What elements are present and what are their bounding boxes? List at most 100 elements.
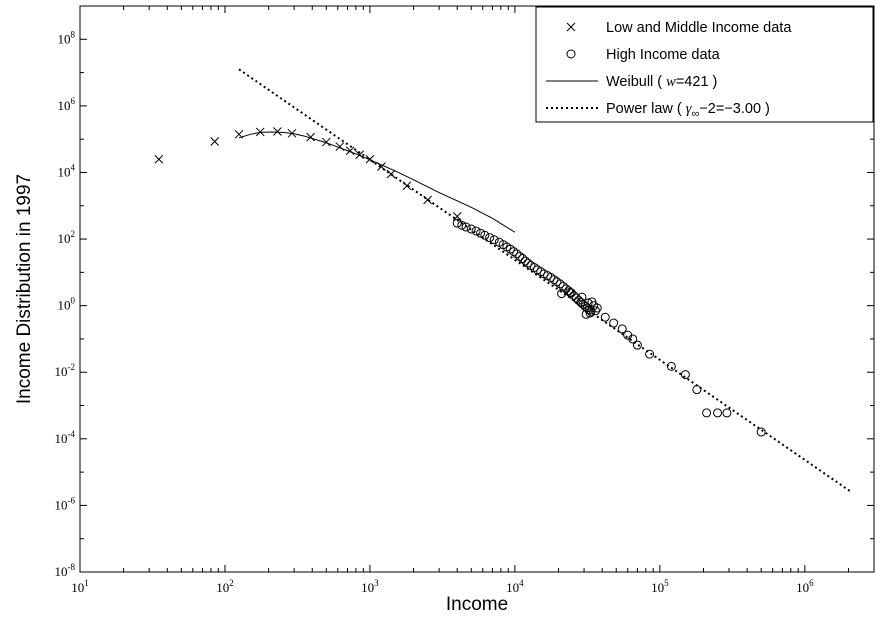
high-income-point (520, 256, 530, 266)
series-layer (154, 68, 853, 493)
low-income-point (345, 146, 355, 156)
legend-box (535, 6, 874, 123)
legend-label-part: Weibull ( (606, 74, 666, 90)
high-income-point (577, 292, 587, 302)
high-income-point (666, 361, 676, 371)
low-income-point (154, 154, 164, 164)
legend-label-part: γ (686, 101, 693, 117)
plot-border (79, 5, 875, 573)
x-marker-stroke (423, 195, 432, 205)
high-income-point (583, 298, 593, 308)
series-0 (154, 127, 462, 221)
x-marker-stroke (273, 127, 282, 136)
high-income-point (702, 408, 712, 418)
high-income-point (581, 309, 591, 319)
legend-item-high: High Income data (566, 47, 721, 63)
x-marker-stroke (345, 146, 355, 156)
high-income-point (546, 273, 556, 283)
legend-label-part: −2=−3.00 ) (699, 101, 770, 117)
power-law-line (238, 68, 853, 493)
high-income-point (518, 254, 528, 264)
legend-o-marker (566, 49, 576, 59)
x-marker-stroke (335, 142, 345, 151)
low-income-point (321, 137, 331, 147)
x-marker-stroke (402, 181, 412, 191)
x-tick-label: 104 (506, 578, 524, 595)
high-income-point (756, 427, 766, 437)
high-income-point (645, 349, 655, 359)
legend-item-power: Power law ( γ∞−2=−3.00 ) (546, 101, 770, 120)
legend-label-part: Low and Middle Income data (606, 20, 792, 36)
x-marker-stroke (386, 169, 396, 179)
high-income-point (471, 226, 481, 236)
low-income-point (273, 127, 282, 136)
high-income-point (476, 228, 486, 238)
y-tick-label: 10-4 (55, 429, 76, 446)
high-income-point (523, 258, 533, 268)
high-income-point (549, 275, 559, 285)
x-tick-label: 103 (361, 578, 379, 595)
low-income-point (365, 154, 375, 164)
legend-label: Low and Middle Income data (606, 20, 792, 36)
legend-label: Power law ( γ∞−2=−3.00 ) (606, 101, 770, 120)
low-income-point (306, 132, 316, 142)
weibull-line (238, 131, 516, 233)
legend-label: Weibull ( w=421 ) (606, 74, 717, 90)
high-income-point (480, 230, 490, 240)
high-income-point (592, 303, 602, 313)
high-income-point (505, 244, 515, 254)
high-income-point (485, 233, 495, 243)
y-tick-label: 104 (58, 162, 76, 179)
high-income-point (609, 318, 619, 328)
x-marker-stroke (365, 154, 375, 164)
high-income-point (713, 408, 723, 418)
x-tick-label: 101 (71, 578, 89, 595)
high-income-point (512, 249, 522, 259)
high-income-point (461, 222, 471, 232)
x-tick-label: 106 (796, 578, 814, 595)
high-income-point (585, 308, 595, 318)
x-axis-title: Income (446, 594, 508, 615)
y-axis-title: Income Distribution in 1997 (14, 174, 35, 404)
legend-item-weibull: Weibull ( w=421 ) (546, 74, 717, 90)
series-2 (238, 131, 516, 233)
legend-item-low: Low and Middle Income data (566, 20, 792, 36)
low-income-point (210, 137, 220, 146)
high-income-point (591, 306, 601, 316)
high-income-point (565, 287, 575, 297)
high-income-point (489, 235, 499, 245)
x-marker-stroke (321, 137, 331, 147)
x-marker-stroke (154, 154, 164, 164)
high-income-point (529, 262, 539, 272)
legend-label: High Income data (606, 47, 721, 63)
x-marker-stroke (452, 212, 462, 221)
legend-label-part: Power law ( (606, 101, 686, 117)
high-income-point (509, 247, 519, 257)
low-income-point (355, 150, 365, 160)
high-income-point (600, 312, 610, 322)
high-income-point (628, 334, 638, 344)
y-tick-label: 102 (58, 229, 76, 246)
y-tick-label: 10-8 (55, 562, 76, 579)
high-income-point (722, 408, 732, 418)
x-tick-label: 102 (216, 578, 234, 595)
high-income-point (558, 281, 568, 291)
legend: Low and Middle Income data High Income da… (535, 6, 874, 123)
y-tick-label: 100 (58, 296, 76, 313)
y-tick-label: 108 (58, 29, 76, 46)
x-marker-stroke (377, 162, 386, 171)
plot-area (79, 5, 875, 573)
legend-x-marker (566, 22, 576, 32)
low-income-point (452, 212, 462, 221)
x-marker-stroke (355, 150, 365, 160)
x-tick-label: 105 (651, 578, 669, 595)
y-tick-label: 106 (58, 96, 76, 113)
legend-label-part: High Income data (606, 47, 721, 63)
legend-label-part: w (666, 74, 676, 90)
x-marker-stroke (306, 132, 316, 142)
x-marker-stroke (566, 22, 576, 32)
high-income-point (680, 370, 690, 380)
high-income-point (466, 224, 476, 234)
series-3 (238, 68, 853, 493)
x-marker-stroke (210, 137, 220, 146)
